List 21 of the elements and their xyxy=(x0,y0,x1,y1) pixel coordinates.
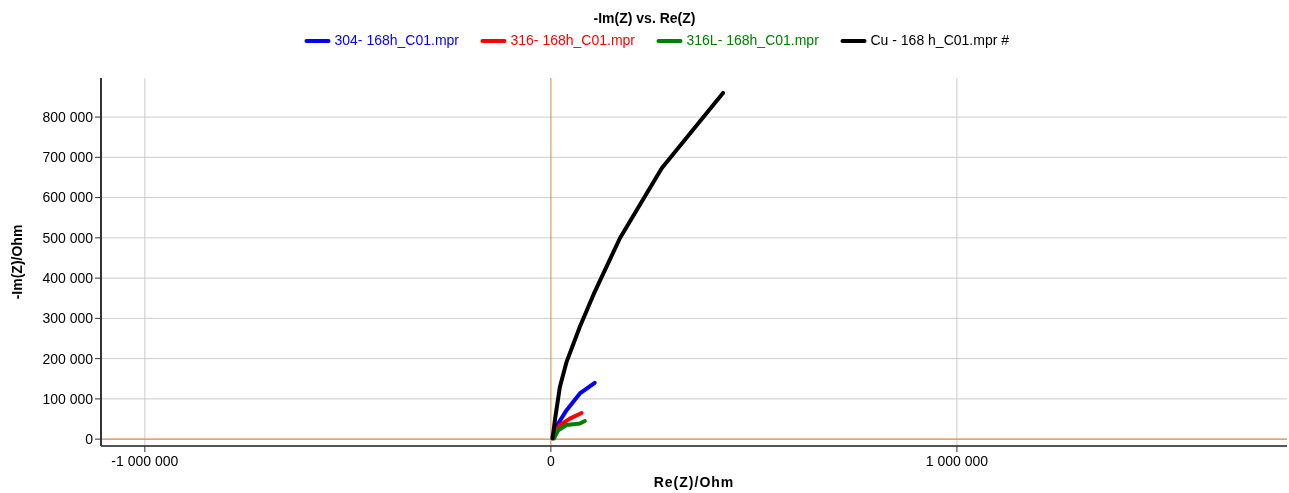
line-series xyxy=(550,90,726,441)
y-tick-label: 700 000 xyxy=(42,149,94,166)
x-tick-label: -1 000 000 xyxy=(111,453,179,469)
y-tick-label: 500 000 xyxy=(42,229,94,246)
legend-label: 316- 168h_C01.mpr xyxy=(510,32,636,48)
y-tick-label: 0 xyxy=(85,431,94,448)
legend-label: 304- 168h_C01.mpr xyxy=(334,32,460,48)
x-tick-label: 1 000 000 xyxy=(925,453,989,469)
y-axis-title: -Im(Z)/Ohm xyxy=(9,224,25,300)
y-tick-label: 200 000 xyxy=(42,350,94,367)
legend-label: 316L- 168h_C01.mpr xyxy=(686,32,820,48)
y-tick-label: 800 000 xyxy=(42,108,94,125)
chart-title: -Im(Z) vs. Re(Z) xyxy=(593,10,696,26)
x-axis-title: Re(Z)/Ohm xyxy=(653,474,735,490)
x-tick-label: 0 xyxy=(546,453,555,469)
line-series xyxy=(551,419,587,441)
y-tick-label: 600 000 xyxy=(42,189,94,206)
y-tick-label: 300 000 xyxy=(42,310,94,327)
legend-label: Cu - 168 h_C01.mpr # xyxy=(870,32,1010,48)
y-tick-label: 400 000 xyxy=(42,270,94,287)
y-tick-label: 100 000 xyxy=(42,390,94,407)
